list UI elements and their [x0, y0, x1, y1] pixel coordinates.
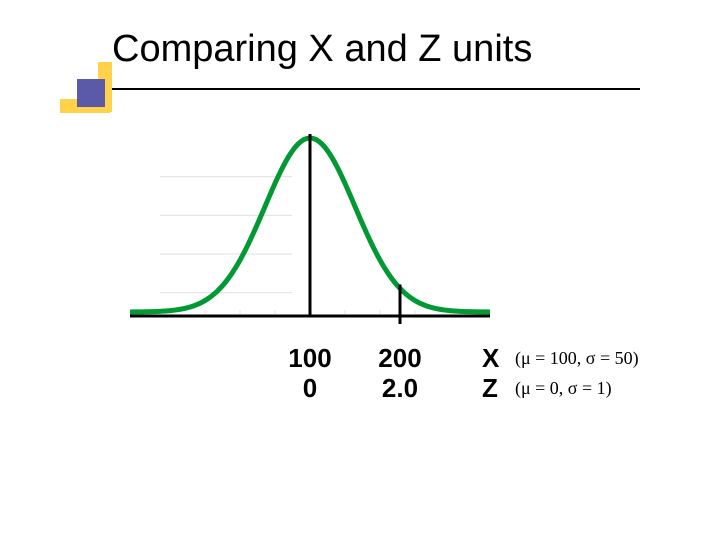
z-center-label: 0: [303, 373, 317, 404]
deco-square: [77, 79, 105, 107]
x-mark-label: 200: [378, 343, 421, 374]
x-var-label: X: [482, 343, 499, 374]
bell-curve-chart: [130, 120, 490, 340]
z-param-label: (μ = 0, σ = 1): [515, 378, 612, 399]
bell-curve-svg: [130, 120, 490, 340]
x-center-label: 100: [288, 343, 331, 374]
page-title: Comparing X and Z units: [112, 28, 532, 71]
x-param-label: (μ = 100, σ = 50): [515, 348, 639, 369]
z-mark-label: 2.0: [382, 373, 418, 404]
title-underline: [100, 88, 640, 90]
z-var-label: Z: [482, 373, 498, 404]
